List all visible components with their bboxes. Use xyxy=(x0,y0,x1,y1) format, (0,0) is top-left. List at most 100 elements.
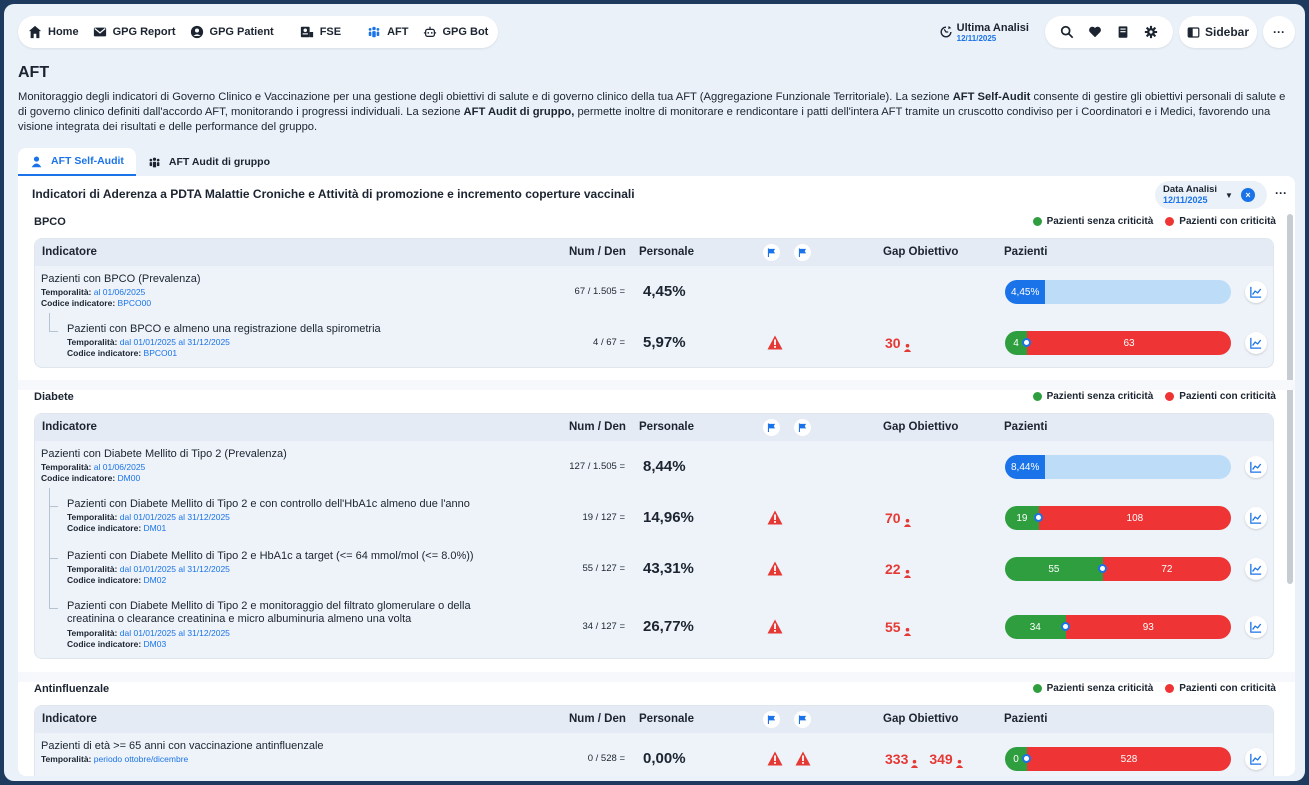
split-marker[interactable] xyxy=(1060,622,1070,631)
legend-item-red: Pazienti con criticità xyxy=(1165,216,1276,227)
temporalita-label: Temporalità: xyxy=(67,628,118,638)
segment-senza-criticita: 19 xyxy=(1005,506,1039,530)
section-antinfluenzale: Antinfluenzale Pazienti senza criticità Pa… xyxy=(32,683,1276,776)
legend-label-red: Pazienti con criticità xyxy=(1179,391,1276,402)
nav-gpg-patient[interactable]: GPG Patient xyxy=(190,25,274,39)
quick-actions xyxy=(1044,16,1173,48)
nav-gpg-bot[interactable]: GPG Bot xyxy=(423,25,488,39)
clear-icon[interactable]: × xyxy=(1240,188,1255,202)
legend-dot-green xyxy=(1032,217,1042,226)
temporalita: Temporalità: al 01/06/2025 xyxy=(41,462,145,473)
page-description-bold-2: AFT Audit di gruppo, xyxy=(463,106,575,118)
flag-icon[interactable] xyxy=(794,419,811,436)
split-marker[interactable] xyxy=(1022,338,1031,347)
data-analisi-selector[interactable]: Data Analisi 12/11/2025 ▼ × xyxy=(1155,181,1267,209)
equals-sign: = xyxy=(619,753,625,764)
codice-indicatore: Codice indicatore: DM00 xyxy=(41,473,140,484)
codice-value[interactable]: BPCO00 xyxy=(117,298,152,308)
book-icon[interactable] xyxy=(1109,20,1137,44)
col-personale: Personale xyxy=(639,713,694,725)
indicator-name: Pazienti con Diabete Mellito di Tipo 2 e… xyxy=(67,498,470,510)
indicator-name: Pazienti con BPCO (Prevalenza) xyxy=(41,273,201,285)
search-icon[interactable] xyxy=(1053,20,1081,44)
indicator-name: Pazienti con Diabete Mellito di Tipo 2 e… xyxy=(67,550,474,562)
temporalita-label: Temporalità: xyxy=(67,337,118,347)
equals-sign: = xyxy=(619,337,625,348)
heart-icon[interactable] xyxy=(1081,20,1109,44)
nav-aft[interactable]: AFT xyxy=(367,25,409,39)
split-marker[interactable] xyxy=(1033,513,1043,522)
segment-senza-criticita: 4 xyxy=(1005,331,1027,355)
scrollbar[interactable] xyxy=(1287,214,1293,584)
temporalita: Temporalità: dal 01/01/2025 al 31/12/202… xyxy=(67,337,230,348)
temporalita-value: dal 01/01/2025 al 31/12/2025 xyxy=(119,512,230,522)
flag-icon[interactable] xyxy=(763,419,780,436)
indicator-name: Pazienti con BPCO e almeno una registraz… xyxy=(67,323,381,335)
card-more-button[interactable]: ··· xyxy=(1275,186,1287,200)
line-chart-icon xyxy=(1250,286,1262,298)
tree-line xyxy=(49,313,50,331)
page-description-part-2: consente di gestire gli obiettivi person… xyxy=(18,91,1286,118)
more-button[interactable]: ··· xyxy=(1263,16,1295,48)
trend-chart-button[interactable] xyxy=(1245,281,1267,303)
split-marker[interactable] xyxy=(1097,564,1107,573)
num-den-value: 0 / 528 = xyxy=(535,753,625,764)
col-num-den: Num / Den xyxy=(569,713,626,725)
trend-chart-button[interactable] xyxy=(1245,507,1267,529)
app-window: Home GPG Report GPG Patient FSE AFT GPG … xyxy=(4,4,1305,781)
trend-chart-button[interactable] xyxy=(1245,456,1267,478)
id-card-icon xyxy=(300,25,314,39)
trend-chart-button[interactable] xyxy=(1245,616,1267,638)
robot-icon xyxy=(423,25,437,39)
codice-value[interactable]: DM02 xyxy=(143,575,167,585)
gap-value-2: 349 xyxy=(929,751,953,767)
codice-value[interactable]: DM00 xyxy=(117,473,141,483)
equals-sign: = xyxy=(619,621,625,632)
split-marker[interactable] xyxy=(1022,754,1031,763)
gap-value: 55 xyxy=(885,619,901,635)
flag-icon[interactable] xyxy=(794,244,811,261)
legend-label-green: Pazienti senza criticità xyxy=(1046,216,1154,227)
tree-connector xyxy=(49,331,58,332)
num-den-text: 4 / 67 xyxy=(593,337,617,348)
prevalence-remainder xyxy=(1045,455,1231,479)
patients-bar: 4 63 xyxy=(1005,331,1231,355)
gap-obiettivo: 55 xyxy=(885,619,912,636)
gap-obiettivo: 333 349 xyxy=(885,751,964,768)
trend-chart-button[interactable] xyxy=(1245,748,1267,770)
equals-sign: = xyxy=(619,563,625,574)
flag-icon[interactable] xyxy=(794,711,811,728)
sidebar-button[interactable]: Sidebar xyxy=(1178,16,1257,48)
home-icon xyxy=(28,25,42,39)
nav-gpg-report[interactable]: GPG Report xyxy=(93,25,176,39)
segment-senza-criticita: 0 xyxy=(1005,747,1027,771)
gear-icon[interactable] xyxy=(1137,20,1165,44)
tab-self-audit[interactable]: AFT Self-Audit xyxy=(18,148,136,176)
trend-chart-button[interactable] xyxy=(1245,558,1267,580)
gap-value: 333 xyxy=(885,751,909,767)
segment-con-criticita: 93 xyxy=(1065,615,1231,639)
flag-icon[interactable] xyxy=(763,244,780,261)
codice-indicatore: Codice indicatore: DM02 xyxy=(67,575,166,586)
indicator-name: Pazienti con Diabete Mellito di Tipo 2 (… xyxy=(41,448,287,460)
gap-obiettivo: 70 xyxy=(885,510,912,527)
codice-value[interactable]: BPCO01 xyxy=(143,348,178,358)
gap-value: 22 xyxy=(885,561,901,577)
tab-audit-gruppo[interactable]: AFT Audit di gruppo xyxy=(136,148,282,176)
codice-value[interactable]: DM01 xyxy=(143,523,167,533)
segment-con-criticita: 108 xyxy=(1038,506,1231,530)
nav-fse[interactable]: FSE xyxy=(300,25,341,39)
ultima-analisi[interactable]: Ultima Analisi 12/11/2025 xyxy=(939,22,1029,43)
trend-chart-button[interactable] xyxy=(1245,332,1267,354)
codice-indicatore: Codice indicatore: BPCO01 xyxy=(67,348,177,359)
nav-home[interactable]: Home xyxy=(28,25,79,39)
flag-icon[interactable] xyxy=(763,711,780,728)
indicator-table: Indicatore Num / Den Personale Gap Obiettiv… xyxy=(34,705,1274,776)
card-header: Indicatori di Aderenza a PDTA Malattie C… xyxy=(18,176,1295,212)
temporalita-label: Temporalità: xyxy=(67,512,118,522)
codice-indicatore: Codice indicatore: DM03 xyxy=(67,639,166,650)
personale-value: 5,97% xyxy=(643,334,686,351)
codice-value[interactable]: DM03 xyxy=(143,639,167,649)
legend-item-red: Pazienti con criticità xyxy=(1165,391,1276,402)
legend: Pazienti senza criticità Pazienti con cri… xyxy=(1021,683,1276,694)
